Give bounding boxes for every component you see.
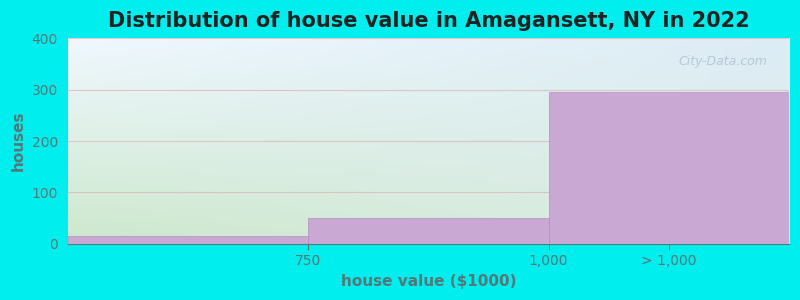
Bar — [549, 92, 789, 244]
X-axis label: house value ($1000): house value ($1000) — [341, 274, 516, 289]
Y-axis label: houses: houses — [11, 111, 26, 171]
Bar — [308, 218, 549, 244]
Title: Distribution of house value in Amagansett, NY in 2022: Distribution of house value in Amaganset… — [107, 11, 749, 31]
Text: City-Data.com: City-Data.com — [678, 55, 767, 68]
Bar — [68, 236, 308, 244]
